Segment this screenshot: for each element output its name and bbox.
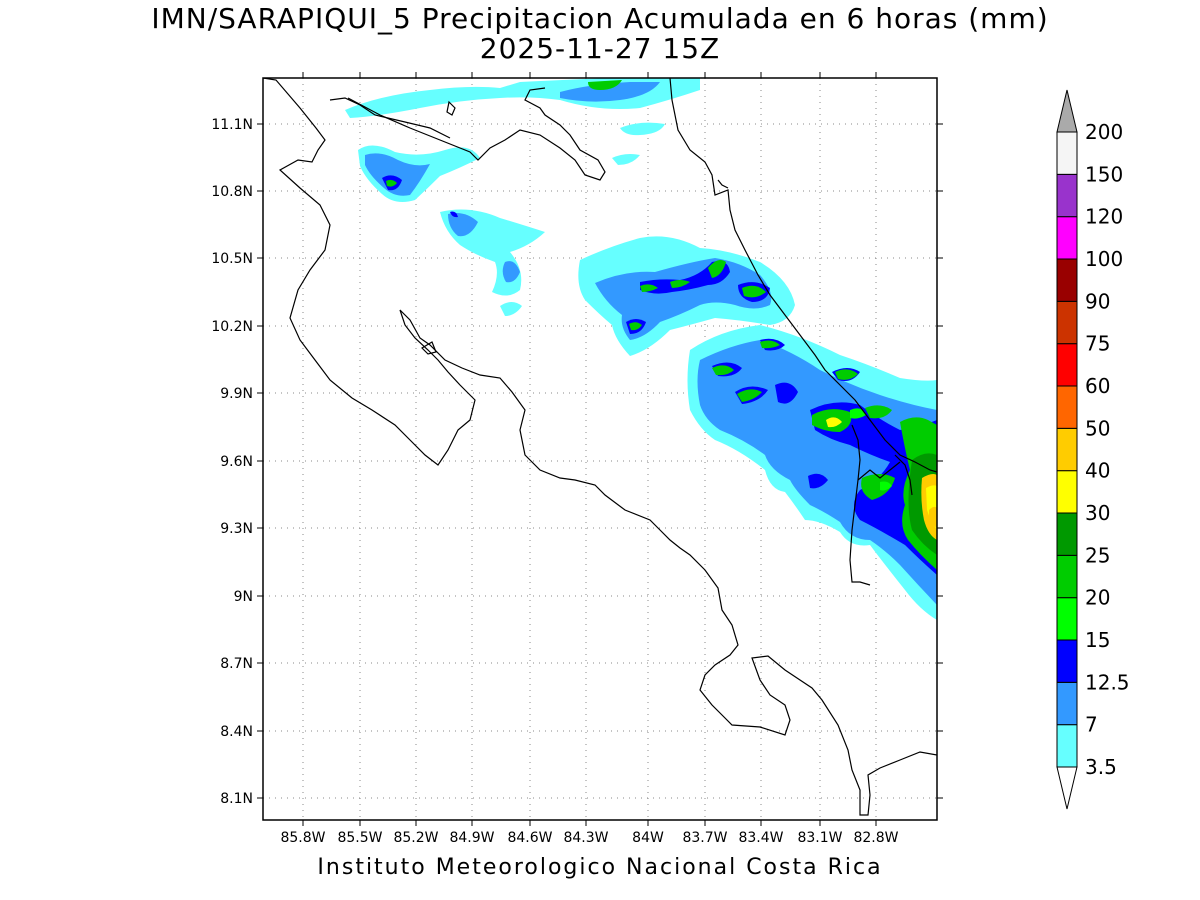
lat-tick-label: 8.4N bbox=[220, 724, 253, 740]
colorbar-swatch bbox=[1056, 597, 1078, 641]
colorbar-swatch bbox=[1056, 385, 1078, 429]
colorbar-min-triangle bbox=[1056, 766, 1078, 810]
lon-tick-label: 83.7W bbox=[682, 830, 727, 846]
lon-tick-label: 84W bbox=[632, 830, 664, 846]
colorbar-label: 25 bbox=[1085, 543, 1110, 567]
colorbar-swatch bbox=[1056, 639, 1078, 683]
colorbar-label: 30 bbox=[1085, 501, 1110, 525]
colorbar-swatch bbox=[1056, 300, 1078, 345]
colorbar-swatch bbox=[1056, 554, 1078, 599]
colorbar-label: 7 bbox=[1085, 713, 1098, 737]
colorbar-label: 90 bbox=[1085, 289, 1110, 313]
colorbar-label: 3.5 bbox=[1085, 755, 1117, 779]
colorbar-swatch bbox=[1056, 343, 1078, 387]
lon-tick-label: 83.4W bbox=[738, 830, 783, 846]
lat-tick-label: 8.1N bbox=[220, 791, 253, 807]
lon-tick-label: 84.6W bbox=[507, 830, 552, 846]
lat-tick-label: 10.2N bbox=[211, 319, 253, 335]
lon-tick-label: 85.2W bbox=[393, 830, 438, 846]
map-title: IMN/SARAPIQUI_5 Precipitacion Acumulada … bbox=[151, 2, 1049, 35]
colorbar-label: 20 bbox=[1085, 586, 1110, 610]
latitude-axis: 11.1N 10.8N 10.5N 10.2N 9.9N 9.6N 9.3N 9N 8.7N 8.… bbox=[211, 117, 943, 807]
map-datetime: 2025-11-27 15Z bbox=[479, 32, 721, 65]
colorbar-swatch bbox=[1056, 216, 1078, 260]
footer-credit: Instituto Meteorologico Nacional Costa R… bbox=[317, 855, 883, 880]
lon-tick-label: 85.8W bbox=[280, 830, 325, 846]
colorbar-label: 50 bbox=[1085, 416, 1110, 440]
colorbar-label: 12.5 bbox=[1085, 670, 1130, 694]
lat-tick-label: 10.8N bbox=[211, 184, 253, 200]
lat-tick-label: 9.3N bbox=[220, 521, 253, 537]
colorbar-label: 40 bbox=[1085, 459, 1110, 483]
lat-tick-label: 11.1N bbox=[211, 117, 253, 133]
colorbar: 3.5 7 12.5 15 20 25 30 40 50 60 75 90 100 120 150 200 bbox=[1056, 89, 1130, 810]
colorbar-max-triangle bbox=[1056, 89, 1078, 133]
colorbar-swatch bbox=[1056, 258, 1078, 302]
colorbar-swatch bbox=[1056, 173, 1078, 218]
lat-tick-label: 9.9N bbox=[220, 386, 253, 402]
lat-tick-label: 10.5N bbox=[211, 251, 253, 267]
colorbar-label: 75 bbox=[1085, 332, 1110, 356]
plot-frame bbox=[262, 77, 938, 821]
colorbar-label: 200 bbox=[1085, 120, 1123, 144]
colorbar-label: 150 bbox=[1085, 162, 1123, 186]
lat-tick-label: 9.6N bbox=[220, 454, 253, 470]
colorbar-swatch bbox=[1056, 724, 1078, 768]
lon-tick-label: 83.1W bbox=[797, 830, 842, 846]
map-gridlines bbox=[263, 78, 937, 820]
precipitation-field bbox=[345, 78, 937, 620]
colorbar-swatch bbox=[1056, 470, 1078, 514]
lon-tick-label: 85.5W bbox=[337, 830, 382, 846]
lon-tick-label: 84.3W bbox=[563, 830, 608, 846]
colorbar-label: 15 bbox=[1085, 628, 1110, 652]
lat-tick-label: 9N bbox=[234, 589, 253, 605]
colorbar-label: 60 bbox=[1085, 374, 1110, 398]
colorbar-label: 120 bbox=[1085, 205, 1123, 229]
colorbar-label: 100 bbox=[1085, 247, 1123, 271]
colorbar-swatch bbox=[1056, 427, 1078, 472]
colorbar-swatch bbox=[1056, 512, 1078, 556]
lon-tick-label: 82.8W bbox=[853, 830, 898, 846]
longitude-axis: 85.8W 85.5W 85.2W 84.9W 84.6W 84.3W 84W 83.7W 83… bbox=[280, 72, 899, 846]
colorbar-swatch bbox=[1056, 681, 1078, 726]
lon-tick-label: 84.9W bbox=[449, 830, 494, 846]
coastline bbox=[263, 78, 937, 816]
lat-tick-label: 8.7N bbox=[220, 656, 253, 672]
colorbar-swatch bbox=[1056, 131, 1078, 175]
